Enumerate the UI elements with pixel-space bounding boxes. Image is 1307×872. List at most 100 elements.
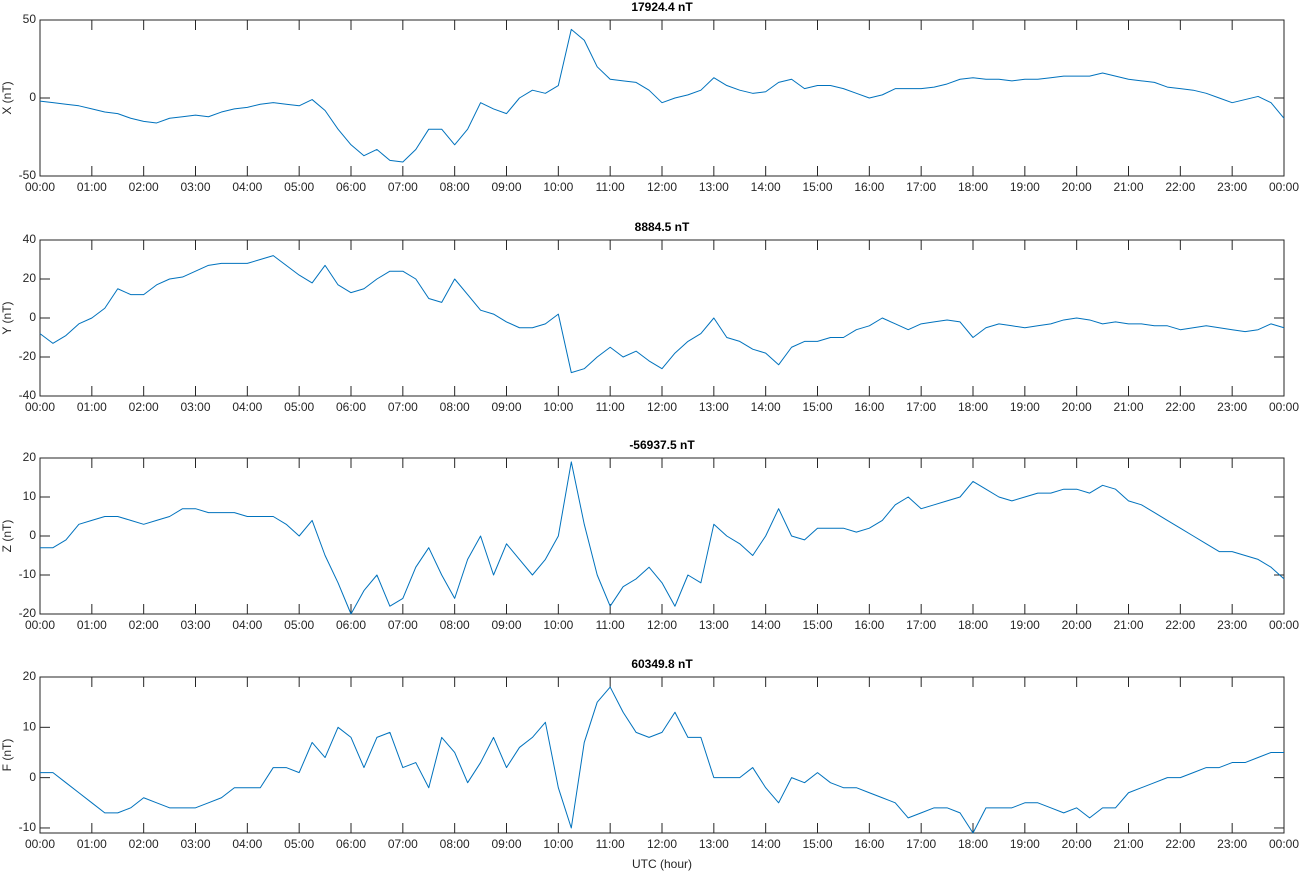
x-tick-label: 09:00 xyxy=(491,837,521,851)
x-tick-label: 23:00 xyxy=(1217,180,1247,194)
y-tick-label: 10 xyxy=(23,719,37,733)
x-tick-label: 06:00 xyxy=(336,618,366,632)
x-tick-label: 14:00 xyxy=(751,400,781,414)
x-tick-label: 22:00 xyxy=(1165,837,1195,851)
x-tick-label: 19:00 xyxy=(1010,400,1040,414)
x-tick-label: 23:00 xyxy=(1217,618,1247,632)
x-tick-label: 06:00 xyxy=(336,180,366,194)
x-tick-label: 03:00 xyxy=(180,837,210,851)
y-tick-label: 20 xyxy=(23,669,37,683)
x-tick-label: 08:00 xyxy=(440,180,470,194)
x-tick-label: 09:00 xyxy=(491,180,521,194)
x-tick-label: 23:00 xyxy=(1217,400,1247,414)
x-tick-label: 04:00 xyxy=(232,618,262,632)
y-tick-label: -40 xyxy=(19,388,37,402)
x-tick-label: 00:00 xyxy=(1269,837,1299,851)
x-tick-label: 07:00 xyxy=(388,180,418,194)
subplot-title: 60349.8 nT xyxy=(631,657,693,671)
x-tick-label: 22:00 xyxy=(1165,400,1195,414)
x-tick-label: 17:00 xyxy=(906,400,936,414)
x-tick-label: 01:00 xyxy=(77,180,107,194)
x-tick-label: 02:00 xyxy=(129,618,159,632)
y-tick-label: 0 xyxy=(29,310,36,324)
x-tick-label: 04:00 xyxy=(232,400,262,414)
x-tick-label: 02:00 xyxy=(129,400,159,414)
x-tick-label: 16:00 xyxy=(854,400,884,414)
y-axis-label: Y (nT) xyxy=(0,301,14,334)
x-tick-label: 10:00 xyxy=(543,837,573,851)
x-tick-label: 10:00 xyxy=(543,618,573,632)
x-tick-label: 20:00 xyxy=(1062,837,1092,851)
x-tick-label: 20:00 xyxy=(1062,618,1092,632)
x-tick-label: 17:00 xyxy=(906,180,936,194)
x-tick-label: 14:00 xyxy=(751,618,781,632)
y-tick-label: 40 xyxy=(23,232,37,246)
x-tick-label: 12:00 xyxy=(647,618,677,632)
x-tick-label: 15:00 xyxy=(802,180,832,194)
x-tick-label: 09:00 xyxy=(491,400,521,414)
data-line xyxy=(39,28,1285,163)
x-tick-label: 03:00 xyxy=(180,618,210,632)
subplot-title: -56937.5 nT xyxy=(629,438,695,452)
y-tick-label: 0 xyxy=(29,90,36,104)
x-tick-label: 02:00 xyxy=(129,180,159,194)
y-tick-label: -10 xyxy=(19,820,37,834)
x-tick-label: 00:00 xyxy=(1269,400,1299,414)
y-tick-label: 20 xyxy=(23,271,37,285)
x-tick-label: 04:00 xyxy=(232,180,262,194)
x-tick-label: 16:00 xyxy=(854,180,884,194)
x-tick-label: 21:00 xyxy=(1113,837,1143,851)
subplot: 17924.4 nT X (nT) 00:00 01:00 02:00 03:00 04:0… xyxy=(0,0,1299,194)
x-tick-label: 01:00 xyxy=(77,400,107,414)
x-tick-label: 00:00 xyxy=(25,837,55,851)
x-tick-label: 16:00 xyxy=(854,618,884,632)
x-tick-label: 18:00 xyxy=(958,180,988,194)
x-tick-label: 12:00 xyxy=(647,400,677,414)
x-tick-label: 00:00 xyxy=(1269,180,1299,194)
x-tick-label: 21:00 xyxy=(1113,400,1143,414)
x-tick-label: 05:00 xyxy=(284,180,314,194)
x-tick-label: 13:00 xyxy=(699,618,729,632)
y-tick-label: 20 xyxy=(23,450,37,464)
x-tick-label: 15:00 xyxy=(802,618,832,632)
x-tick-label: 23:00 xyxy=(1217,837,1247,851)
y-tick-label: -50 xyxy=(19,168,37,182)
x-tick-label: 01:00 xyxy=(77,837,107,851)
y-tick-label: -10 xyxy=(19,567,37,581)
x-tick-label: 00:00 xyxy=(25,180,55,194)
x-tick-label: 07:00 xyxy=(388,400,418,414)
x-tick-label: 22:00 xyxy=(1165,618,1195,632)
subplot-title: 8884.5 nT xyxy=(635,220,690,234)
x-tick-label: 03:00 xyxy=(180,400,210,414)
subplot-title: 17924.4 nT xyxy=(631,0,693,14)
x-tick-label: 11:00 xyxy=(596,618,625,632)
x-tick-label: 15:00 xyxy=(802,400,832,414)
x-tick-label: 19:00 xyxy=(1010,837,1040,851)
x-tick-label: 17:00 xyxy=(906,618,936,632)
x-tick-label: 13:00 xyxy=(699,180,729,194)
x-tick-label: 00:00 xyxy=(25,400,55,414)
subplot: 60349.8 nT F (nT) UTC (hour) 00:00 01:00 02:0… xyxy=(0,657,1299,871)
y-axis-label: X (nT) xyxy=(0,81,14,114)
y-axis-label: Z (nT) xyxy=(0,520,14,553)
y-tick-label: -20 xyxy=(19,349,37,363)
x-tick-label: 00:00 xyxy=(1269,618,1299,632)
data-line xyxy=(40,461,1285,615)
x-tick-label: 20:00 xyxy=(1062,180,1092,194)
x-tick-label: 02:00 xyxy=(129,837,159,851)
y-tick-label: 0 xyxy=(29,528,36,542)
x-tick-label: 13:00 xyxy=(699,400,729,414)
x-tick-label: 06:00 xyxy=(336,400,366,414)
x-tick-label: 21:00 xyxy=(1113,180,1143,194)
x-tick-label: 20:00 xyxy=(1062,400,1092,414)
y-tick-label: 50 xyxy=(23,12,37,26)
x-tick-label: 19:00 xyxy=(1010,180,1040,194)
x-tick-label: 19:00 xyxy=(1010,618,1040,632)
x-tick-label: 10:00 xyxy=(543,180,573,194)
x-tick-label: 11:00 xyxy=(596,400,625,414)
y-tick-label: 0 xyxy=(29,770,36,784)
x-tick-label: 05:00 xyxy=(284,400,314,414)
data-line xyxy=(40,686,1284,834)
x-tick-label: 14:00 xyxy=(751,837,781,851)
x-tick-label: 13:00 xyxy=(699,837,729,851)
